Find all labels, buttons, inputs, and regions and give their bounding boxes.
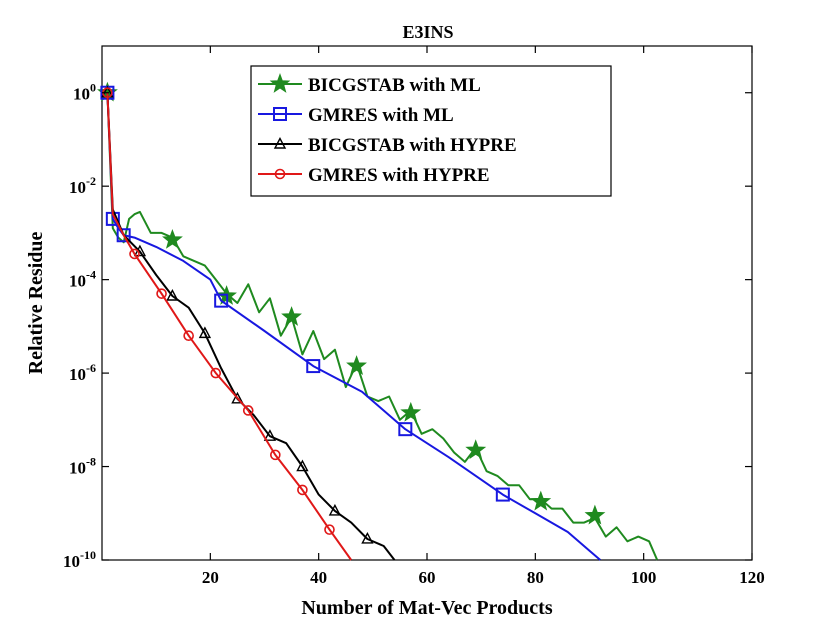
marker-bicgstab-with-hypre xyxy=(361,531,374,544)
legend: BICGSTAB with ML GMRES with ML BICGSTAB wi… xyxy=(250,65,612,197)
marker-bicgstab-with-hypre xyxy=(296,459,309,472)
x-tick-label: 80 xyxy=(527,568,544,587)
marker-gmres-with-hypre xyxy=(183,330,194,342)
legend-label: BICGSTAB with HYPRE xyxy=(308,135,517,156)
legend-label: BICGSTAB with ML xyxy=(308,75,481,96)
series-layer xyxy=(97,81,659,561)
x-axis: 20 40 60 80 100 120 xyxy=(202,46,765,587)
legend-label: GMRES with HYPRE xyxy=(308,165,490,186)
marker-gmres-with-hypre xyxy=(297,484,308,496)
x-tick-label: 40 xyxy=(310,568,327,587)
y-tick-label: 10-2 xyxy=(69,174,96,197)
marker-bicgstab-with-ml xyxy=(584,504,606,525)
y-tick-label: 100 xyxy=(73,81,96,104)
marker-gmres-with-ml xyxy=(306,359,321,374)
marker-gmres-with-hypre xyxy=(270,449,281,461)
legend-entry-gmres-with-hypre: GMRES with HYPRE xyxy=(258,165,490,186)
marker-gmres-with-ml xyxy=(495,487,510,502)
marker-bicgstab-with-ml xyxy=(281,306,302,326)
legend-box xyxy=(250,65,612,197)
legend-marker xyxy=(273,136,287,149)
legend-marker xyxy=(274,168,286,180)
y-tick-label: 10-8 xyxy=(69,455,96,478)
legend-label: GMRES with ML xyxy=(308,105,454,126)
y-tick-label: 10-4 xyxy=(69,268,96,291)
marker-bicgstab-with-ml xyxy=(162,228,183,249)
marker-bicgstab-with-hypre xyxy=(328,503,342,516)
marker-bicgstab-with-hypre xyxy=(198,326,212,339)
marker-gmres-with-ml xyxy=(398,422,413,437)
y-tick-label: 10-6 xyxy=(69,361,96,384)
x-tick-label: 20 xyxy=(202,568,219,587)
marker-gmres-with-ml xyxy=(116,228,131,243)
x-tick-label: 60 xyxy=(419,568,436,587)
marker-bicgstab-with-hypre xyxy=(231,391,244,404)
legend-marker xyxy=(273,107,287,121)
marker-gmres-with-hypre xyxy=(242,405,254,416)
y-axis-label: Relative Residue xyxy=(25,232,47,375)
legend-entry-gmres-with-ml: GMRES with ML xyxy=(258,105,454,126)
marker-bicgstab-with-ml xyxy=(530,490,552,511)
x-tick-label: 120 xyxy=(739,568,765,587)
marker-bicgstab-with-ml xyxy=(400,401,422,422)
marker-bicgstab-with-hypre xyxy=(263,429,277,441)
marker-gmres-with-hypre xyxy=(324,524,335,535)
marker-bicgstab-with-ml xyxy=(346,355,367,375)
marker-bicgstab-with-ml xyxy=(465,439,487,460)
x-tick-label: 100 xyxy=(631,568,657,587)
y-axis: 100 10-2 10-4 10-6 10-8 10-10 xyxy=(63,81,752,571)
marker-bicgstab-with-hypre xyxy=(166,288,179,301)
marker-gmres-with-hypre xyxy=(129,248,140,260)
legend-entry-bicgstab-with-hypre: BICGSTAB with HYPRE xyxy=(258,135,517,156)
marker-gmres-with-hypre xyxy=(156,288,167,299)
legend-entry-bicgstab-with-ml: BICGSTAB with ML xyxy=(258,73,481,96)
chart-title: E3INS xyxy=(402,22,453,42)
y-tick-label: 10-10 xyxy=(63,548,96,571)
series-line-gmres-with-hypre xyxy=(106,92,353,561)
legend-marker xyxy=(269,73,291,93)
marker-gmres-with-hypre xyxy=(210,367,222,379)
x-axis-label: Number of Mat-Vec Products xyxy=(301,597,552,619)
marker-gmres-with-ml xyxy=(214,293,229,308)
